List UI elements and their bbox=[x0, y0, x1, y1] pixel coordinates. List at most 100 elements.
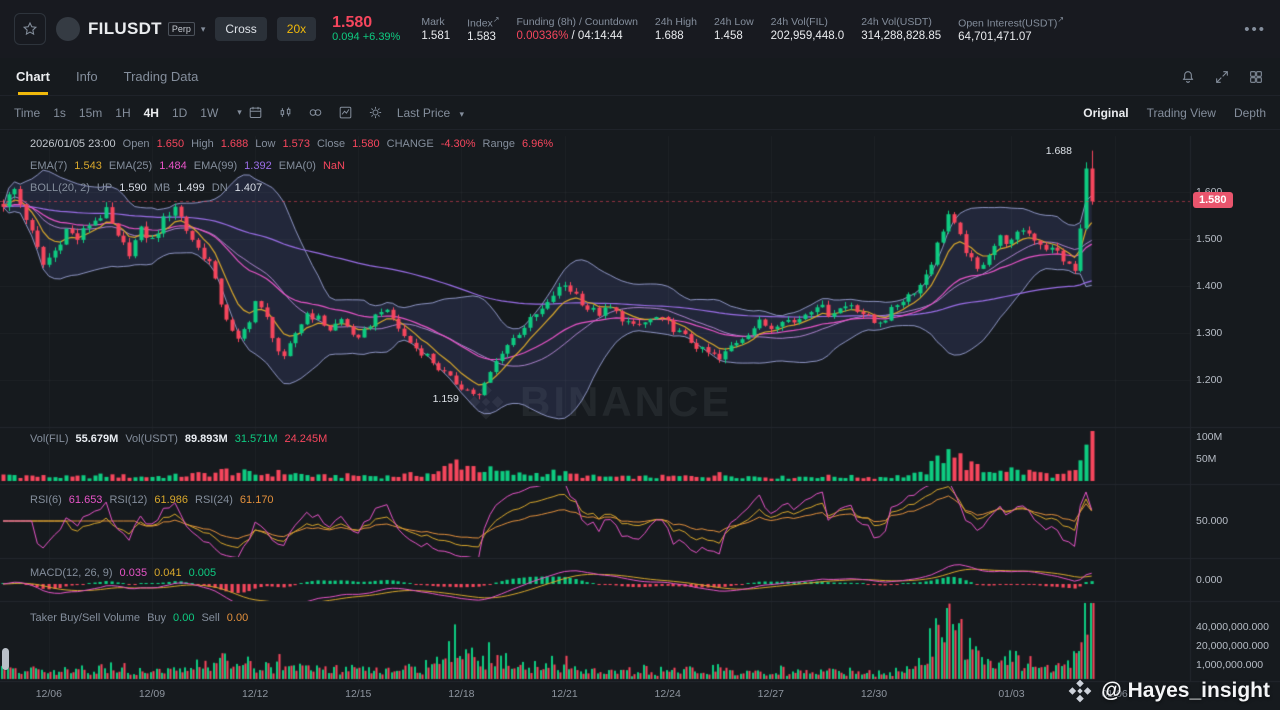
change-pct: +6.39% bbox=[362, 31, 401, 43]
taker-buy-value: 0.00 bbox=[173, 612, 195, 624]
rsi-readout: RSI(6) 61.653 RSI(12) 61.986 RSI(24) 61.170 bbox=[30, 494, 274, 506]
funding-rate: 0.00336% bbox=[516, 29, 569, 42]
vol-usdt-label: Vol(USDT) bbox=[125, 433, 178, 445]
low-label: 24h Low bbox=[713, 15, 754, 28]
x-axis-label: 12/18 bbox=[448, 688, 475, 700]
price-block: 1.580 0.094 +6.39% bbox=[332, 14, 400, 44]
vol-fil-label: Vol(FIL) bbox=[30, 433, 69, 445]
high-label: High bbox=[191, 138, 214, 150]
view-tradingview[interactable]: Trading View bbox=[1146, 105, 1216, 120]
more-menu-button[interactable]: ••• bbox=[1244, 20, 1266, 38]
interval-4h[interactable]: 4H bbox=[143, 105, 159, 120]
interval-1h[interactable]: 1H bbox=[115, 105, 131, 120]
layout-grid-icon[interactable] bbox=[1248, 69, 1264, 85]
author-handle: @ Hayes_insight bbox=[1101, 679, 1270, 702]
boll-mb-label: MB bbox=[153, 182, 171, 194]
interval-1w[interactable]: 1W bbox=[200, 105, 219, 120]
symbol-name[interactable]: FILUSDT bbox=[88, 19, 162, 38]
funding-separator: / bbox=[571, 29, 575, 42]
leverage-button[interactable]: 20x bbox=[276, 17, 317, 41]
macd-label: MACD(12, 26, 9) bbox=[30, 567, 113, 579]
compare-icon[interactable] bbox=[308, 105, 323, 120]
stat-open-interest: Open Interest(USDT)↗ 64,701,471.07 bbox=[958, 13, 1064, 46]
open-label: Open bbox=[122, 138, 150, 150]
interval-1s[interactable]: 1s bbox=[53, 105, 66, 120]
low-value: 1.458 bbox=[713, 29, 743, 42]
funding-countdown: 04:14:44 bbox=[577, 29, 623, 42]
funding-label: Funding (8h) / Countdown bbox=[516, 15, 638, 28]
rsi6-label: RSI(6) bbox=[30, 494, 62, 506]
ema0-label: EMA(0) bbox=[278, 160, 316, 172]
interval-time[interactable]: Time bbox=[14, 105, 41, 120]
margin-mode-button[interactable]: Cross bbox=[215, 17, 267, 41]
notification-bell-icon[interactable] bbox=[1180, 69, 1196, 85]
low-value: 1.573 bbox=[282, 138, 310, 150]
price-source-select[interactable]: Last Price ▾ bbox=[396, 105, 465, 120]
funding-value: 0.00336% / 04:14:44 bbox=[517, 29, 638, 44]
oi-label: Open Interest(USDT)↗ bbox=[958, 14, 1065, 30]
settings-icon[interactable] bbox=[368, 105, 383, 120]
interval-dropdown-caret[interactable]: ▾ bbox=[237, 107, 242, 117]
taker-sell-label: Sell bbox=[201, 612, 220, 624]
toolbar-icons bbox=[248, 105, 383, 120]
date-range-icon[interactable] bbox=[248, 105, 263, 120]
indicators-icon[interactable] bbox=[338, 105, 353, 120]
last-price: 1.580 bbox=[332, 14, 373, 31]
ema25-label: EMA(25) bbox=[108, 160, 153, 172]
macd-hist-value: 0.005 bbox=[188, 567, 217, 579]
section-tabs: Chart Info Trading Data bbox=[0, 58, 1280, 96]
high-value: 1.688 bbox=[654, 29, 684, 42]
boll-label: BOLL(20, 2) bbox=[30, 182, 90, 194]
chart-style-icon[interactable] bbox=[278, 105, 293, 120]
price-axis-label: 1.300 bbox=[1196, 327, 1223, 339]
volume-axis-label: 50M bbox=[1196, 453, 1217, 465]
chart-toolbar: Time 1s 15m 1H 4H 1D 1W ▾ Last Price ▾ O… bbox=[0, 96, 1280, 130]
rsi-axis-label: 50.000 bbox=[1196, 515, 1229, 527]
ema99-value: 1.392 bbox=[244, 160, 272, 172]
high-value: 1.688 bbox=[220, 138, 249, 150]
price-axis-label: 1.500 bbox=[1196, 233, 1223, 245]
tab-info[interactable]: Info bbox=[75, 69, 98, 84]
open-value: 1.650 bbox=[156, 138, 185, 150]
interval-15m[interactable]: 15m bbox=[78, 105, 103, 120]
x-axis-label: 12/15 bbox=[345, 688, 372, 700]
macd-readout: MACD(12, 26, 9) 0.035 0.041 0.005 bbox=[30, 567, 216, 579]
last-price-axis-badge: 1.580 bbox=[1193, 192, 1233, 209]
pane-scrollbar-handle[interactable] bbox=[2, 648, 9, 670]
symbol-dropdown-caret[interactable]: ▾ bbox=[200, 23, 206, 34]
stat-index: Index↗ 1.583 bbox=[467, 13, 499, 46]
vol-fil-label: 24h Vol(FIL) bbox=[770, 15, 828, 28]
fullscreen-expand-icon[interactable] bbox=[1214, 69, 1230, 85]
rsi24-label: RSI(24) bbox=[195, 494, 233, 506]
taker-buy-label: Buy bbox=[147, 612, 167, 624]
vol-usdt-value: 314,288,828.85 bbox=[861, 29, 942, 42]
vol-usdt-label: 24h Vol(USDT) bbox=[861, 15, 932, 28]
ema-readout: EMA(7) 1.543 EMA(25) 1.484 EMA(99) 1.392 EM… bbox=[30, 160, 345, 172]
tab-right-icons bbox=[1180, 69, 1264, 85]
favorite-star-button[interactable] bbox=[14, 13, 46, 45]
tab-chart[interactable]: Chart bbox=[16, 58, 50, 95]
star-icon bbox=[22, 21, 38, 36]
tab-trading-data[interactable]: Trading Data bbox=[123, 69, 199, 84]
coin-logo bbox=[56, 17, 80, 41]
external-link-icon: ↗ bbox=[1057, 14, 1065, 24]
kline-chart-canvas[interactable] bbox=[0, 130, 1280, 710]
high-label: 24h High bbox=[654, 15, 697, 28]
stat-24h-high: 24h High 1.688 bbox=[655, 15, 697, 44]
x-axis-label: 12/30 bbox=[860, 688, 888, 700]
range-label: Range bbox=[482, 138, 515, 150]
volume-axis-label: 100M bbox=[1196, 431, 1223, 443]
taker-label: Taker Buy/Sell Volume bbox=[30, 612, 141, 624]
interval-1d[interactable]: 1D bbox=[171, 105, 188, 120]
change-abs: 0.094 bbox=[332, 31, 360, 43]
view-original[interactable]: Original bbox=[1083, 105, 1129, 120]
view-depth[interactable]: Depth bbox=[1233, 105, 1266, 120]
mark-value: 1.581 bbox=[421, 29, 451, 42]
high-price-annotation: 1.688 bbox=[1045, 144, 1072, 157]
ema99-label: EMA(99) bbox=[193, 160, 238, 172]
stat-24h-low: 24h Low 1.458 bbox=[714, 15, 754, 44]
price-axis-label: 1.200 bbox=[1196, 374, 1223, 386]
candle-datetime: 2026/01/05 23:00 bbox=[30, 138, 116, 150]
